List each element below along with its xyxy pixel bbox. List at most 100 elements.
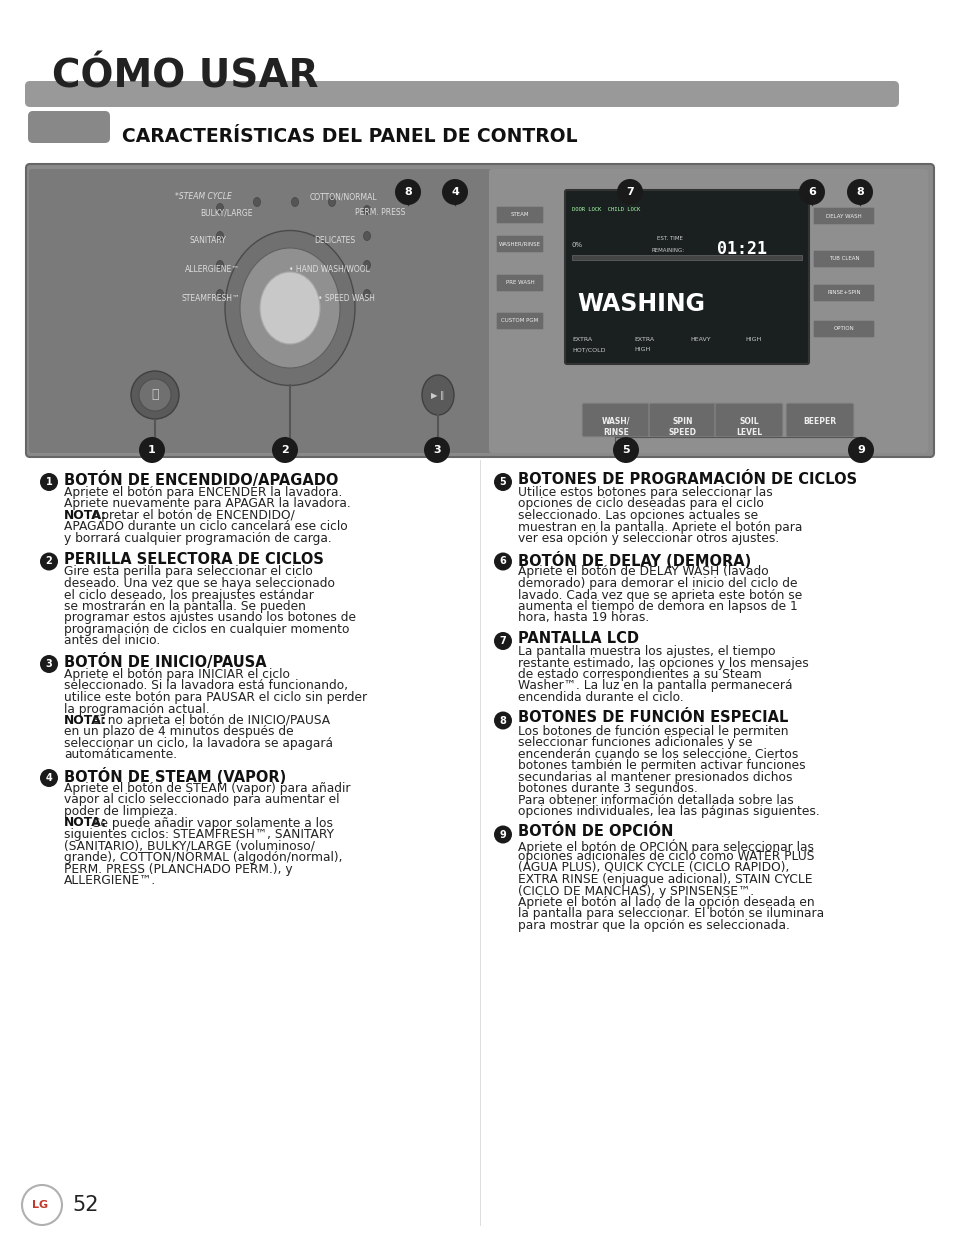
Text: PERM. PRESS (PLANCHADO PERM.), y: PERM. PRESS (PLANCHADO PERM.), y — [64, 862, 293, 876]
Text: Los botones de función especial le permiten: Los botones de función especial le permi… — [517, 725, 788, 737]
FancyBboxPatch shape — [25, 82, 898, 107]
Text: 7: 7 — [625, 186, 633, 198]
Text: en un plazo de 4 minutos después de: en un plazo de 4 minutos después de — [64, 725, 294, 739]
Text: 0%: 0% — [572, 242, 582, 248]
Ellipse shape — [216, 204, 223, 212]
Text: (SANITARIO), BULKY/LARGE (voluminoso/: (SANITARIO), BULKY/LARGE (voluminoso/ — [64, 840, 314, 852]
Circle shape — [494, 552, 512, 571]
Text: PERM. PRESS: PERM. PRESS — [355, 207, 405, 217]
Text: Washer™. La luz en la pantalla permanecerá: Washer™. La luz en la pantalla permanece… — [517, 679, 792, 693]
Text: 3: 3 — [46, 659, 52, 669]
Text: LEVEL: LEVEL — [735, 429, 761, 437]
Text: EXTRA: EXTRA — [634, 337, 654, 342]
Text: secundarias al mantener presionados dichos: secundarias al mantener presionados dich… — [517, 771, 792, 783]
Ellipse shape — [363, 231, 370, 241]
FancyBboxPatch shape — [714, 403, 782, 437]
Text: STEAMFRESH™: STEAMFRESH™ — [182, 294, 240, 303]
FancyBboxPatch shape — [813, 251, 874, 268]
Text: siguientes ciclos: STEAMFRESH™, SANITARY: siguientes ciclos: STEAMFRESH™, SANITARY — [64, 827, 334, 841]
Circle shape — [40, 769, 58, 787]
Text: WASHER/RINSE: WASHER/RINSE — [498, 242, 540, 247]
Text: seleccionar funciones adicionales y se: seleccionar funciones adicionales y se — [517, 736, 752, 748]
Text: DOOR LOCK  CHILD LOCK: DOOR LOCK CHILD LOCK — [572, 207, 639, 212]
Text: TUB CLEAN: TUB CLEAN — [828, 257, 859, 262]
Text: Utilice estos botones para seleccionar las: Utilice estos botones para seleccionar l… — [517, 487, 772, 499]
FancyBboxPatch shape — [813, 207, 874, 225]
Circle shape — [847, 437, 873, 463]
Text: encenderán cuando se los seleccione. Ciertos: encenderán cuando se los seleccione. Cie… — [517, 747, 798, 761]
Text: SPEED: SPEED — [668, 429, 697, 437]
FancyBboxPatch shape — [26, 164, 933, 457]
Text: 5: 5 — [621, 445, 629, 454]
Text: OPTION: OPTION — [833, 326, 854, 331]
Text: SPIN: SPIN — [672, 417, 693, 426]
Text: Apriete nuevamente para APAGAR la lavadora.: Apriete nuevamente para APAGAR la lavado… — [64, 498, 351, 510]
FancyBboxPatch shape — [564, 190, 808, 364]
Text: 9: 9 — [499, 830, 506, 840]
Text: restante estimado, las opciones y los mensajes: restante estimado, las opciones y los me… — [517, 657, 808, 669]
Circle shape — [494, 711, 512, 730]
Text: NOTA:: NOTA: — [64, 816, 107, 830]
Text: Apriete el botón de OPCIÓN para seleccionar las: Apriete el botón de OPCIÓN para seleccio… — [517, 839, 813, 853]
Text: RINSE+SPIN: RINSE+SPIN — [826, 290, 860, 295]
Circle shape — [423, 437, 450, 463]
Ellipse shape — [363, 205, 370, 215]
FancyBboxPatch shape — [496, 236, 543, 252]
Ellipse shape — [421, 375, 454, 415]
Text: CARACTERÍSTICAS DEL PANEL DE CONTROL: CARACTERÍSTICAS DEL PANEL DE CONTROL — [122, 127, 577, 146]
Text: 1: 1 — [148, 445, 155, 454]
Circle shape — [846, 179, 872, 205]
Text: STEAM: STEAM — [510, 212, 529, 217]
Text: HIGH: HIGH — [744, 337, 760, 342]
Text: Apriete el botón de DELAY WASH (lavado: Apriete el botón de DELAY WASH (lavado — [517, 566, 768, 578]
Text: 2: 2 — [46, 557, 52, 567]
Circle shape — [139, 437, 165, 463]
Text: BOTONES DE FUNCIÓN ESPECIAL: BOTONES DE FUNCIÓN ESPECIAL — [517, 710, 787, 725]
Ellipse shape — [225, 231, 355, 385]
Text: BOTÓN DE OPCIÓN: BOTÓN DE OPCIÓN — [517, 825, 673, 840]
Text: 6: 6 — [807, 186, 815, 198]
Text: ▶ ‖: ▶ ‖ — [431, 390, 444, 399]
Text: BOTONES DE PROGRAMACIÓN DE CICLOS: BOTONES DE PROGRAMACIÓN DE CICLOS — [517, 472, 856, 487]
FancyBboxPatch shape — [813, 284, 874, 301]
Text: BEEPER: BEEPER — [802, 417, 836, 426]
Text: BOTÓN DE STEAM (VAPOR): BOTÓN DE STEAM (VAPOR) — [64, 768, 286, 785]
Circle shape — [272, 437, 297, 463]
Text: vapor al ciclo seleccionado para aumentar el: vapor al ciclo seleccionado para aumenta… — [64, 794, 339, 806]
Text: WASH/: WASH/ — [601, 417, 630, 426]
Text: PERILLA SELECTORA DE CICLOS: PERILLA SELECTORA DE CICLOS — [64, 552, 323, 567]
Text: 4: 4 — [46, 773, 52, 783]
Text: botones durante 3 segundos.: botones durante 3 segundos. — [517, 782, 698, 795]
FancyBboxPatch shape — [785, 403, 853, 437]
Text: la pantalla para seleccionar. El botón se iluminara: la pantalla para seleccionar. El botón s… — [517, 908, 823, 920]
Text: grande), COTTON/NORMAL (algodón/normal),: grande), COTTON/NORMAL (algodón/normal), — [64, 851, 342, 864]
Text: LG: LG — [31, 1200, 48, 1210]
Ellipse shape — [240, 248, 339, 368]
Circle shape — [40, 552, 58, 571]
FancyBboxPatch shape — [496, 274, 543, 291]
Text: seleccionar un ciclo, la lavadora se apagará: seleccionar un ciclo, la lavadora se apa… — [64, 737, 333, 750]
Text: Ⓟ: Ⓟ — [152, 389, 158, 401]
Text: programación de ciclos en cualquier momento: programación de ciclos en cualquier mome… — [64, 622, 349, 636]
Ellipse shape — [292, 198, 298, 206]
Text: CÓMO USAR: CÓMO USAR — [52, 58, 318, 96]
Text: APAGADO durante un ciclo cancelará ese ciclo: APAGADO durante un ciclo cancelará ese c… — [64, 520, 348, 534]
FancyBboxPatch shape — [648, 403, 717, 437]
Ellipse shape — [260, 272, 319, 345]
Text: y borrará cualquier programación de carga.: y borrará cualquier programación de carg… — [64, 532, 332, 545]
FancyBboxPatch shape — [813, 321, 874, 337]
Text: SANITARY: SANITARY — [190, 236, 227, 245]
Circle shape — [494, 632, 512, 650]
Text: aumenta el tiempo de demora en lapsos de 1: aumenta el tiempo de demora en lapsos de… — [517, 600, 797, 613]
Text: demorado) para demorar el inicio del ciclo de: demorado) para demorar el inicio del cic… — [517, 577, 797, 590]
Circle shape — [494, 825, 512, 844]
Text: 3: 3 — [433, 445, 440, 454]
Text: ALLERGIENE™.: ALLERGIENE™. — [64, 874, 156, 887]
Text: La pantalla muestra los ajustes, el tiempo: La pantalla muestra los ajustes, el tiem… — [517, 645, 775, 658]
Text: poder de limpieza.: poder de limpieza. — [64, 805, 177, 818]
Ellipse shape — [216, 289, 223, 299]
FancyBboxPatch shape — [572, 254, 801, 261]
Text: 01:21: 01:21 — [717, 240, 766, 258]
Text: Apretar el botón de ENCENDIDO/: Apretar el botón de ENCENDIDO/ — [89, 509, 294, 522]
Circle shape — [40, 655, 58, 673]
